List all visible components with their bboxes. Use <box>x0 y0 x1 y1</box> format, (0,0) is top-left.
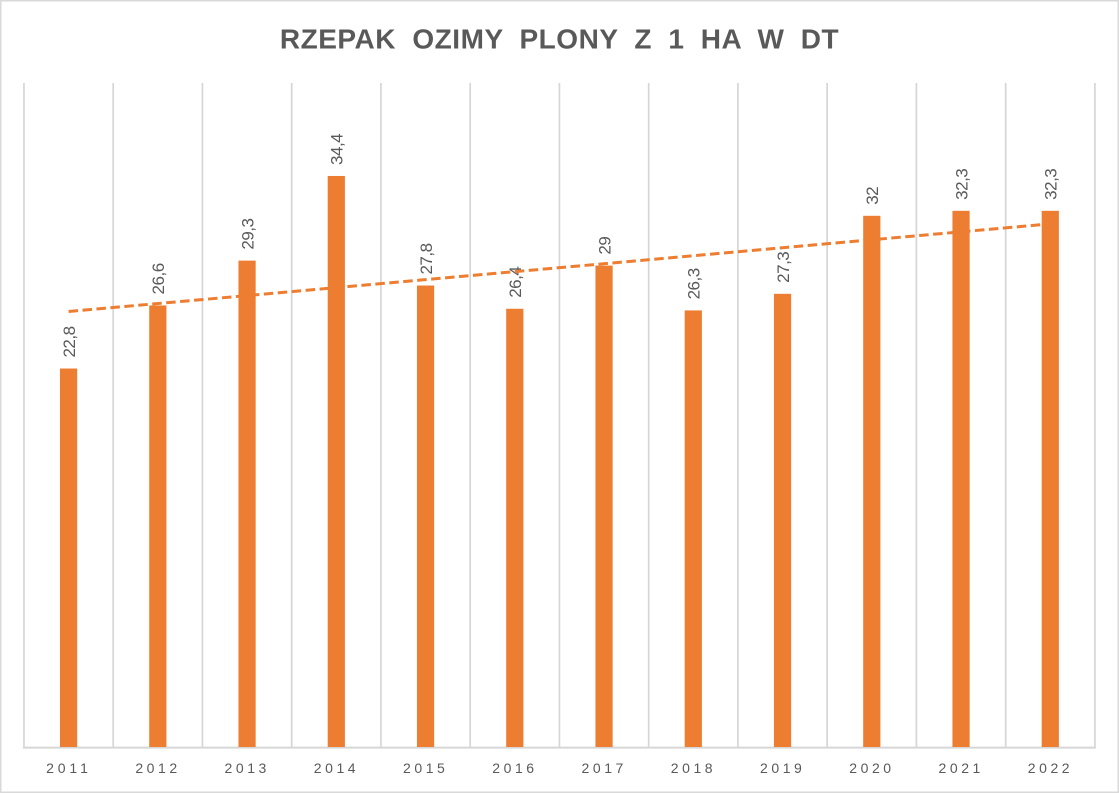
svg-text:2018: 2018 <box>671 760 716 776</box>
svg-text:32,3: 32,3 <box>1042 169 1061 200</box>
svg-text:2020: 2020 <box>849 760 894 776</box>
svg-text:2019: 2019 <box>760 760 805 776</box>
svg-text:29,3: 29,3 <box>238 218 257 249</box>
svg-text:2015: 2015 <box>403 760 448 776</box>
svg-text:2011: 2011 <box>46 760 91 776</box>
svg-text:2014: 2014 <box>314 760 359 776</box>
svg-text:22,8: 22,8 <box>60 326 79 357</box>
svg-text:26,4: 26,4 <box>506 267 525 298</box>
svg-text:32: 32 <box>863 187 882 205</box>
svg-text:2016: 2016 <box>492 760 537 776</box>
svg-text:26,3: 26,3 <box>685 268 704 299</box>
svg-text:32,3: 32,3 <box>952 169 971 200</box>
svg-text:27,8: 27,8 <box>417 243 436 274</box>
svg-text:2012: 2012 <box>135 760 180 776</box>
svg-text:2013: 2013 <box>225 760 270 776</box>
svg-text:34,4: 34,4 <box>328 134 347 165</box>
svg-text:2017: 2017 <box>582 760 627 776</box>
svg-text:2022: 2022 <box>1028 760 1073 776</box>
svg-text:26,6: 26,6 <box>149 263 168 294</box>
svg-text:29: 29 <box>595 237 614 255</box>
svg-text:27,3: 27,3 <box>774 252 793 283</box>
svg-text:RZEPAK OZIMY PLONY Z 1 HA W DT: RZEPAK OZIMY PLONY Z 1 HA W DT <box>280 24 839 55</box>
svg-text:2021: 2021 <box>939 760 984 776</box>
